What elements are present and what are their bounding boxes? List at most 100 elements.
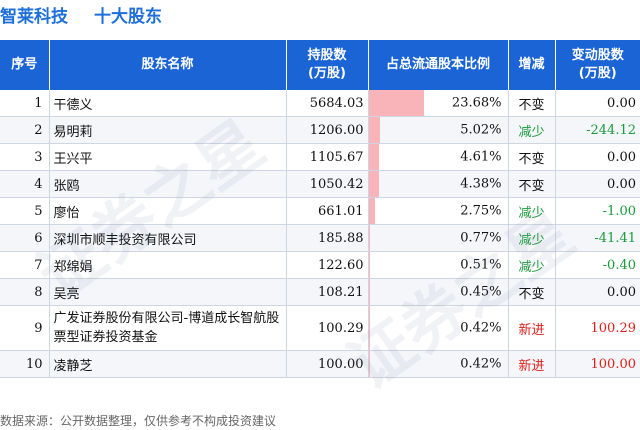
cell-trend: 不变 [508, 90, 556, 117]
cell-ratio: 5.02% [368, 116, 509, 144]
cell-trend: 减少 [508, 251, 556, 279]
cell-change: -244.12 [555, 116, 640, 144]
cell-change: 0.00 [555, 90, 640, 117]
cell-idx: 4 [0, 170, 50, 198]
cell-name: 郑绵娟 [49, 251, 287, 279]
table-row: 9 广发证券股份有限公司-博道成长智航股票型证券投资基金 100.29 0.42% 新进… [0, 305, 640, 351]
cell-shares: 100.29 [286, 305, 369, 351]
cell-shares: 1050.42 [286, 170, 369, 198]
cell-name: 广发证券股份有限公司-博道成长智航股票型证券投资基金 [49, 305, 287, 351]
table-header: 序号 股东名称 持股数 (万股) 占总流通股本比例 增减 变动股数 (万股) [0, 40, 640, 90]
cell-idx: 2 [0, 116, 50, 144]
cell-ratio: 2.75% [368, 197, 509, 225]
cell-shares: 100.00 [286, 350, 369, 378]
ratio-value: 0.42% [460, 356, 502, 372]
cell-idx: 6 [0, 224, 50, 252]
ratio-bar [368, 117, 381, 143]
cell-idx: 8 [0, 278, 50, 306]
cell-trend: 减少 [508, 224, 556, 252]
header-ratio: 占总流通股本比例 [367, 40, 508, 90]
cell-ratio: 0.42% [368, 350, 509, 378]
table-row: 4 张鸥 1050.42 4.38% 不变 0.00 [0, 170, 640, 198]
cell-shares: 661.01 [286, 197, 369, 225]
cell-change: 100.29 [555, 305, 640, 351]
ratio-value: 4.61% [460, 149, 502, 165]
table-row: 8 吴亮 108.21 0.45% 不变 0.00 [0, 278, 640, 306]
cell-name: 凌静芝 [49, 350, 287, 378]
ratio-bar [368, 144, 380, 170]
cell-name: 干德义 [49, 90, 287, 117]
shareholders-table: 序号 股东名称 持股数 (万股) 占总流通股本比例 增减 变动股数 (万股) 1 干德… [0, 40, 640, 378]
cell-shares: 185.88 [286, 224, 369, 252]
table-row: 7 郑绵娟 122.60 0.51% 减少 -0.40 [0, 251, 640, 279]
cell-idx: 3 [0, 143, 50, 171]
cell-trend: 不变 [508, 278, 556, 306]
cell-ratio: 0.51% [368, 251, 509, 279]
header-trend: 增减 [507, 40, 555, 90]
ratio-bar [368, 351, 370, 377]
cell-ratio: 4.61% [368, 143, 509, 171]
cell-shares: 5684.03 [286, 90, 369, 117]
cell-change: 0.00 [555, 278, 640, 306]
header-change: 变动股数 (万股) [554, 40, 640, 90]
section-title: 十大股东 [94, 7, 162, 27]
cell-name: 易明莉 [49, 116, 287, 144]
cell-trend: 新进 [508, 350, 556, 378]
header-name: 股东名称 [48, 40, 286, 90]
cell-change: 0.00 [555, 170, 640, 198]
cell-idx: 7 [0, 251, 50, 279]
ratio-value: 2.75% [460, 203, 502, 219]
cell-ratio: 0.42% [368, 305, 509, 351]
ratio-value: 0.45% [460, 284, 502, 300]
cell-change: -0.40 [555, 251, 640, 279]
cell-name: 吴亮 [49, 278, 287, 306]
table-row: 2 易明莉 1206.00 5.02% 减少 -244.12 [0, 116, 640, 144]
data-source-footer: 数据来源：公开数据整理，仅供参考不构成投资建议 [0, 414, 277, 428]
ratio-bar [368, 198, 375, 224]
cell-idx: 10 [0, 350, 50, 378]
cell-name: 王兴平 [49, 143, 287, 171]
ratio-value: 4.38% [460, 176, 502, 192]
ratio-bar [368, 252, 370, 278]
cell-trend: 减少 [508, 116, 556, 144]
table-row: 3 王兴平 1105.67 4.61% 不变 0.00 [0, 143, 640, 171]
cell-ratio: 4.38% [368, 170, 509, 198]
cell-ratio: 23.68% [368, 90, 509, 117]
table-body: 1 干德义 5684.03 23.68% 不变 0.00 2 易明莉 1206.00 5.02% 减… [0, 90, 640, 378]
cell-trend: 不变 [508, 143, 556, 171]
cell-shares: 1206.00 [286, 116, 369, 144]
title-bar: 智莱科技 十大股东 [0, 0, 640, 32]
ratio-value: 0.77% [460, 230, 502, 246]
ratio-bar [368, 171, 379, 197]
cell-idx: 9 [0, 305, 50, 351]
cell-name: 张鸥 [49, 170, 287, 198]
header-shares: 持股数 (万股) [285, 40, 368, 90]
cell-name: 廖怡 [49, 197, 287, 225]
cell-shares: 108.21 [286, 278, 369, 306]
cell-ratio: 0.77% [368, 224, 509, 252]
ratio-bar [368, 90, 425, 116]
cell-change: -1.00 [555, 197, 640, 225]
table-row: 10 凌静芝 100.00 0.42% 新进 100.00 [0, 350, 640, 378]
ratio-value: 0.42% [460, 320, 502, 336]
ratio-value: 23.68% [451, 95, 502, 111]
company-title: 智莱科技 [0, 7, 68, 27]
ratio-value: 5.02% [460, 122, 502, 138]
header-idx: 序号 [0, 40, 49, 90]
cell-ratio: 0.45% [368, 278, 509, 306]
cell-trend: 减少 [508, 197, 556, 225]
table-row: 1 干德义 5684.03 23.68% 不变 0.00 [0, 90, 640, 117]
cell-change: 0.00 [555, 143, 640, 171]
ratio-bar [368, 306, 370, 350]
cell-trend: 不变 [508, 170, 556, 198]
table-row: 5 廖怡 661.01 2.75% 减少 -1.00 [0, 197, 640, 225]
cell-change: 100.00 [555, 350, 640, 378]
ratio-bar [368, 225, 371, 251]
cell-change: -41.41 [555, 224, 640, 252]
table-row: 6 深圳市顺丰投资有限公司 185.88 0.77% 减少 -41.41 [0, 224, 640, 252]
ratio-value: 0.51% [460, 257, 502, 273]
cell-name: 深圳市顺丰投资有限公司 [49, 224, 287, 252]
cell-shares: 1105.67 [286, 143, 369, 171]
cell-idx: 1 [0, 90, 50, 117]
cell-shares: 122.60 [286, 251, 369, 279]
